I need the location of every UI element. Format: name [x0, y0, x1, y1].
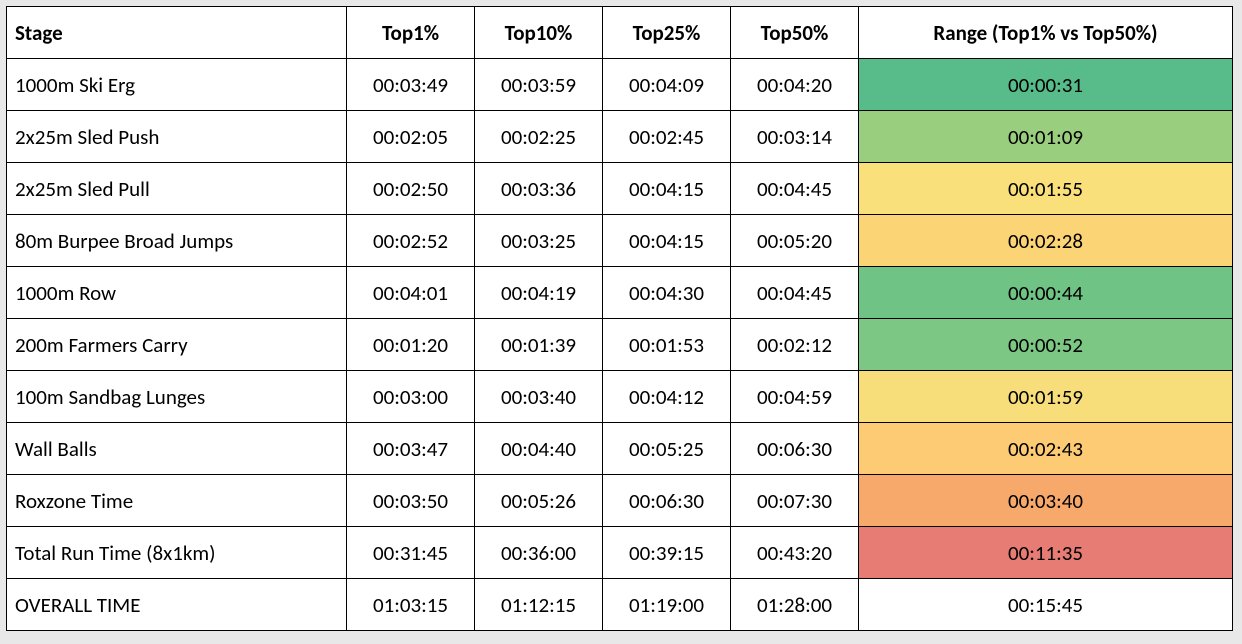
cell-top25: 00:04:15	[603, 215, 731, 267]
cell-range: 00:03:40	[859, 475, 1233, 527]
table-row: Wall Balls00:03:4700:04:4000:05:2500:06:…	[7, 423, 1233, 475]
col-range: Range (Top1% vs Top50%)	[859, 7, 1233, 59]
cell-top1: 00:03:49	[347, 59, 475, 111]
cell-top50: 00:02:12	[731, 319, 859, 371]
cell-range: 00:00:31	[859, 59, 1233, 111]
cell-top1: 00:02:05	[347, 111, 475, 163]
cell-stage: 2x25m Sled Pull	[7, 163, 347, 215]
col-top50: Top50%	[731, 7, 859, 59]
table-row: Roxzone Time00:03:5000:05:2600:06:3000:0…	[7, 475, 1233, 527]
table-row: 1000m Row00:04:0100:04:1900:04:3000:04:4…	[7, 267, 1233, 319]
cell-range: 00:02:43	[859, 423, 1233, 475]
cell-stage: 80m Burpee Broad Jumps	[7, 215, 347, 267]
cell-top10: 00:36:00	[475, 527, 603, 579]
cell-top25: 01:19:00	[603, 579, 731, 631]
cell-top25: 00:04:15	[603, 163, 731, 215]
cell-top50: 00:43:20	[731, 527, 859, 579]
table: Stage Top1% Top10% Top25% Top50% Range (…	[6, 6, 1233, 631]
cell-stage: 1000m Row	[7, 267, 347, 319]
table-head: Stage Top1% Top10% Top25% Top50% Range (…	[7, 7, 1233, 59]
cell-top25: 00:02:45	[603, 111, 731, 163]
table-row: OVERALL TIME01:03:1501:12:1501:19:0001:2…	[7, 579, 1233, 631]
cell-top1: 00:03:47	[347, 423, 475, 475]
table-row: 80m Burpee Broad Jumps00:02:5200:03:2500…	[7, 215, 1233, 267]
cell-top50: 00:04:45	[731, 267, 859, 319]
cell-top50: 00:03:14	[731, 111, 859, 163]
cell-top25: 00:39:15	[603, 527, 731, 579]
cell-range: 00:11:35	[859, 527, 1233, 579]
cell-top1: 00:03:50	[347, 475, 475, 527]
cell-stage: Roxzone Time	[7, 475, 347, 527]
cell-range: 00:15:45	[859, 579, 1233, 631]
cell-top10: 00:03:59	[475, 59, 603, 111]
cell-top25: 00:04:09	[603, 59, 731, 111]
cell-top1: 00:01:20	[347, 319, 475, 371]
cell-range: 00:00:52	[859, 319, 1233, 371]
table-row: 200m Farmers Carry00:01:2000:01:3900:01:…	[7, 319, 1233, 371]
cell-top10: 01:12:15	[475, 579, 603, 631]
cell-top50: 00:07:30	[731, 475, 859, 527]
cell-top10: 00:04:19	[475, 267, 603, 319]
table-row: 2x25m Sled Push00:02:0500:02:2500:02:450…	[7, 111, 1233, 163]
cell-top10: 00:03:40	[475, 371, 603, 423]
cell-top25: 00:05:25	[603, 423, 731, 475]
cell-top50: 00:04:59	[731, 371, 859, 423]
table-body: 1000m Ski Erg00:03:4900:03:5900:04:0900:…	[7, 59, 1233, 631]
cell-top10: 00:05:26	[475, 475, 603, 527]
cell-top25: 00:04:30	[603, 267, 731, 319]
cell-range: 00:02:28	[859, 215, 1233, 267]
cell-top1: 00:31:45	[347, 527, 475, 579]
cell-range: 00:01:09	[859, 111, 1233, 163]
cell-top50: 00:06:30	[731, 423, 859, 475]
cell-top1: 00:04:01	[347, 267, 475, 319]
cell-range: 00:00:44	[859, 267, 1233, 319]
cell-top10: 00:03:25	[475, 215, 603, 267]
cell-stage: OVERALL TIME	[7, 579, 347, 631]
cell-top10: 00:02:25	[475, 111, 603, 163]
cell-top25: 00:01:53	[603, 319, 731, 371]
col-top25: Top25%	[603, 7, 731, 59]
cell-top50: 01:28:00	[731, 579, 859, 631]
cell-top50: 00:04:45	[731, 163, 859, 215]
table-row: 100m Sandbag Lunges00:03:0000:03:4000:04…	[7, 371, 1233, 423]
cell-top10: 00:01:39	[475, 319, 603, 371]
table-row: 1000m Ski Erg00:03:4900:03:5900:04:0900:…	[7, 59, 1233, 111]
cell-range: 00:01:59	[859, 371, 1233, 423]
table-row: Total Run Time (8x1km)00:31:4500:36:0000…	[7, 527, 1233, 579]
cell-top10: 00:03:36	[475, 163, 603, 215]
cell-stage: 1000m Ski Erg	[7, 59, 347, 111]
cell-top50: 00:04:20	[731, 59, 859, 111]
col-top1: Top1%	[347, 7, 475, 59]
cell-top1: 00:02:52	[347, 215, 475, 267]
cell-range: 00:01:55	[859, 163, 1233, 215]
cell-stage: 200m Farmers Carry	[7, 319, 347, 371]
cell-top1: 00:03:00	[347, 371, 475, 423]
cell-top1: 00:02:50	[347, 163, 475, 215]
cell-top50: 00:05:20	[731, 215, 859, 267]
col-stage: Stage	[7, 7, 347, 59]
col-top10: Top10%	[475, 7, 603, 59]
cell-stage: 2x25m Sled Push	[7, 111, 347, 163]
cell-stage: Total Run Time (8x1km)	[7, 527, 347, 579]
cell-stage: Wall Balls	[7, 423, 347, 475]
cell-top1: 01:03:15	[347, 579, 475, 631]
cell-top25: 00:06:30	[603, 475, 731, 527]
cell-stage: 100m Sandbag Lunges	[7, 371, 347, 423]
table-row: 2x25m Sled Pull00:02:5000:03:3600:04:150…	[7, 163, 1233, 215]
cell-top25: 00:04:12	[603, 371, 731, 423]
cell-top10: 00:04:40	[475, 423, 603, 475]
stage-times-table: Stage Top1% Top10% Top25% Top50% Range (…	[6, 6, 1233, 631]
